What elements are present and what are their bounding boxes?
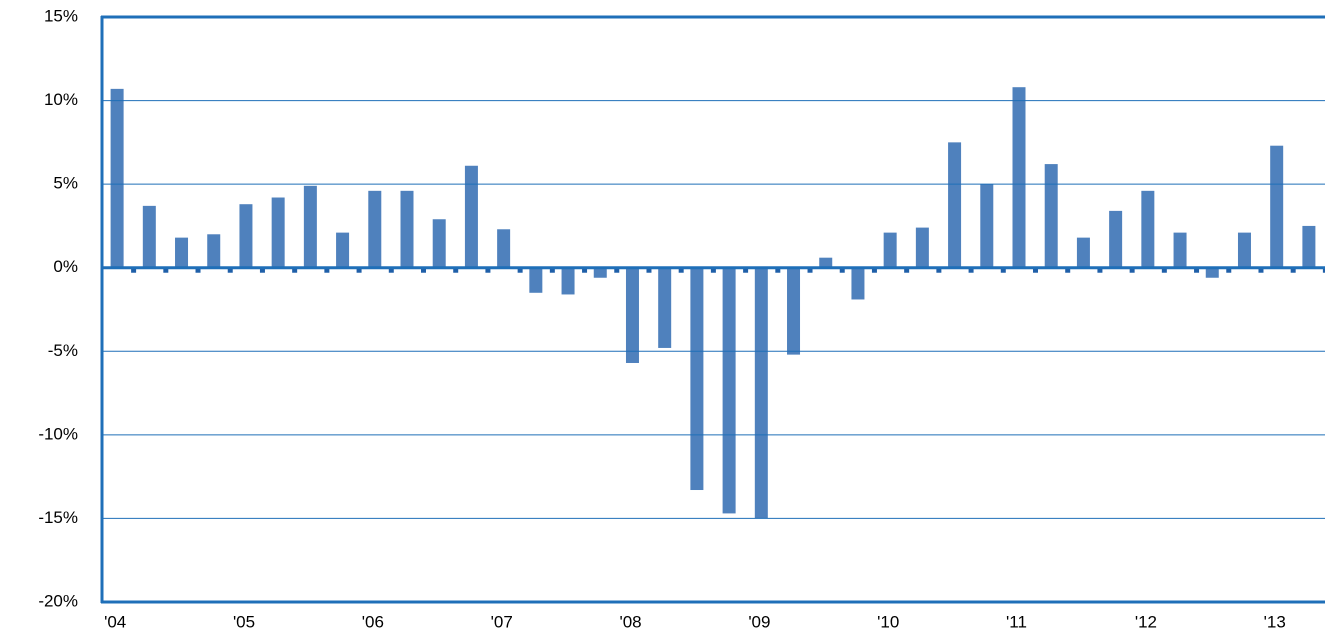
bar bbox=[690, 267, 704, 491]
bar bbox=[614, 267, 620, 273]
bar bbox=[1302, 225, 1316, 268]
bar bbox=[1141, 190, 1155, 268]
bar bbox=[464, 165, 478, 268]
x-tick-label: '09 bbox=[748, 612, 770, 631]
y-tick-label: -15% bbox=[38, 508, 78, 527]
x-tick-label: '11 bbox=[1006, 612, 1027, 631]
x-tick-label: '13 bbox=[1264, 612, 1286, 631]
bar bbox=[1076, 237, 1090, 268]
bar bbox=[271, 197, 285, 268]
bar bbox=[227, 267, 233, 273]
bar bbox=[710, 267, 716, 273]
bar bbox=[549, 267, 555, 273]
y-tick-label: 5% bbox=[53, 174, 78, 193]
x-tick-label: '08 bbox=[619, 612, 641, 631]
bar bbox=[142, 205, 156, 268]
x-tick-label: '12 bbox=[1135, 612, 1157, 631]
x-tick-label: '10 bbox=[877, 612, 899, 631]
bar bbox=[388, 267, 394, 273]
y-tick-label: -10% bbox=[38, 424, 78, 443]
y-tick-label: 0% bbox=[53, 257, 78, 276]
bar bbox=[1033, 267, 1038, 273]
bar bbox=[625, 267, 639, 363]
bar bbox=[1129, 267, 1135, 273]
bar bbox=[1258, 267, 1264, 273]
bar bbox=[787, 267, 801, 355]
bar bbox=[207, 234, 221, 268]
bar bbox=[421, 267, 426, 273]
bar bbox=[948, 142, 962, 268]
bar bbox=[839, 267, 845, 273]
bar bbox=[432, 219, 446, 268]
bar bbox=[1012, 87, 1026, 268]
bar bbox=[754, 267, 768, 519]
bar bbox=[163, 267, 169, 273]
bar bbox=[904, 267, 910, 273]
bar bbox=[1226, 267, 1232, 273]
bar bbox=[368, 190, 382, 268]
y-tick-label: 15% bbox=[44, 6, 78, 25]
bar bbox=[110, 88, 124, 268]
x-tick-label: '05 bbox=[233, 612, 255, 631]
x-tick-label: '07 bbox=[491, 612, 513, 631]
bar bbox=[1000, 267, 1006, 273]
bar bbox=[303, 185, 317, 268]
bar bbox=[1194, 267, 1200, 273]
bar bbox=[336, 232, 350, 268]
bar bbox=[593, 267, 607, 278]
bar bbox=[678, 267, 684, 273]
bar bbox=[1237, 232, 1251, 268]
bar bbox=[517, 267, 523, 273]
bar bbox=[1097, 267, 1103, 273]
bar bbox=[1065, 267, 1071, 273]
x-tick-label: '04 bbox=[104, 612, 126, 631]
bar bbox=[356, 267, 362, 273]
bar bbox=[807, 267, 813, 273]
y-tick-label: 10% bbox=[44, 90, 78, 109]
bar bbox=[646, 267, 652, 273]
bar bbox=[1270, 145, 1284, 268]
bar bbox=[292, 267, 298, 273]
bar bbox=[175, 237, 189, 268]
bar bbox=[1044, 164, 1058, 268]
bar bbox=[131, 267, 137, 273]
bar bbox=[775, 267, 781, 273]
bar bbox=[259, 267, 265, 273]
bar bbox=[743, 267, 749, 273]
bar bbox=[324, 267, 330, 273]
bar bbox=[453, 267, 459, 273]
bar bbox=[819, 257, 833, 268]
bar bbox=[561, 267, 575, 295]
bar bbox=[915, 227, 929, 268]
bar bbox=[968, 267, 974, 273]
bar bbox=[582, 267, 588, 273]
bar bbox=[871, 267, 877, 273]
bar bbox=[485, 267, 491, 273]
bar bbox=[851, 267, 865, 300]
plot-area bbox=[110, 87, 1325, 519]
bar bbox=[1109, 210, 1123, 268]
bar bbox=[1205, 267, 1219, 278]
x-tick-label: '06 bbox=[362, 612, 384, 631]
bar bbox=[883, 232, 897, 268]
bar bbox=[980, 184, 994, 268]
bar bbox=[239, 204, 253, 268]
y-tick-label: -20% bbox=[38, 591, 78, 610]
bar bbox=[936, 267, 942, 273]
bar bbox=[1322, 267, 1325, 273]
bar bbox=[1173, 232, 1187, 268]
bar bbox=[1290, 267, 1296, 273]
bar bbox=[529, 267, 543, 293]
bar bbox=[195, 267, 201, 273]
bar bbox=[497, 229, 511, 268]
bar bbox=[400, 190, 414, 268]
bar bbox=[1161, 267, 1167, 273]
bar bbox=[722, 267, 736, 514]
bar bbox=[658, 267, 672, 348]
y-tick-label: -5% bbox=[48, 341, 78, 360]
